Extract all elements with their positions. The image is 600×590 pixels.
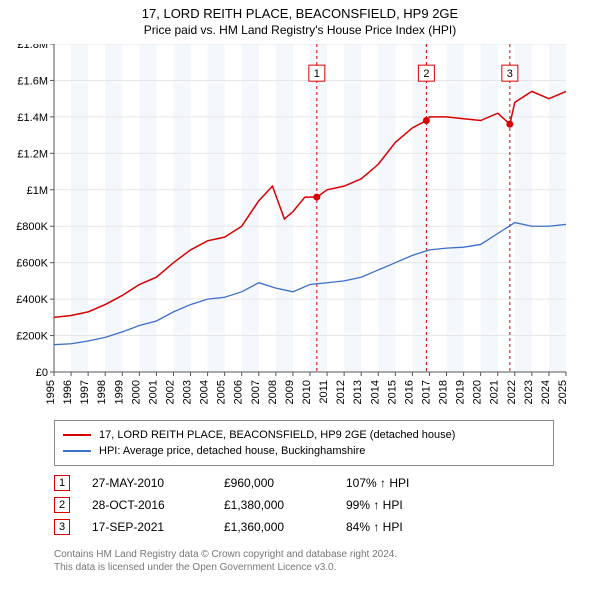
event-price-1: £960,000 <box>224 476 324 490</box>
svg-text:£1.6M: £1.6M <box>17 75 48 87</box>
svg-text:2014: 2014 <box>369 380 381 404</box>
event-price-2: £1,380,000 <box>224 498 324 512</box>
event-pct-1: 107% ↑ HPI <box>346 476 456 490</box>
legend: 17, LORD REITH PLACE, BEACONSFIELD, HP9 … <box>54 420 554 466</box>
svg-text:3: 3 <box>507 68 513 80</box>
svg-text:£1M: £1M <box>27 185 48 197</box>
svg-text:2012: 2012 <box>335 380 347 404</box>
events-table: 1 27-MAY-2010 £960,000 107% ↑ HPI 2 28-O… <box>54 472 554 538</box>
event-price-3: £1,360,000 <box>224 520 324 534</box>
svg-text:2000: 2000 <box>130 380 142 404</box>
legend-label-price-paid: 17, LORD REITH PLACE, BEACONSFIELD, HP9 … <box>99 429 455 441</box>
svg-text:2006: 2006 <box>233 380 245 404</box>
event-row-1: 1 27-MAY-2010 £960,000 107% ↑ HPI <box>54 472 554 494</box>
svg-text:2015: 2015 <box>386 380 398 404</box>
svg-text:2011: 2011 <box>318 380 330 404</box>
chart-area: £0 £200K £400K £600K £800K £1M £1.2M £1.4M £1.6M… <box>0 44 600 408</box>
svg-text:1996: 1996 <box>62 380 74 404</box>
footer-line-2: This data is licensed under the Open Gov… <box>54 561 554 574</box>
event-pct-3: 84% ↑ HPI <box>346 520 456 534</box>
footer-line-1: Contains HM Land Registry data © Crown c… <box>54 548 554 561</box>
event-marker-3: 3 <box>54 519 70 535</box>
svg-text:2025: 2025 <box>557 380 569 404</box>
svg-text:1: 1 <box>314 68 320 80</box>
svg-text:£0: £0 <box>36 367 48 379</box>
svg-text:2023: 2023 <box>523 380 535 404</box>
svg-text:£1.4M: £1.4M <box>17 112 48 124</box>
svg-text:2001: 2001 <box>147 380 159 404</box>
svg-text:2019: 2019 <box>455 380 467 404</box>
svg-text:2010: 2010 <box>301 380 313 404</box>
event-row-2: 2 28-OCT-2016 £1,380,000 99% ↑ HPI <box>54 494 554 516</box>
legend-label-hpi: HPI: Average price, detached house, Buck… <box>99 445 365 457</box>
svg-text:2018: 2018 <box>438 380 450 404</box>
svg-text:1997: 1997 <box>79 380 91 404</box>
event-date-3: 17-SEP-2021 <box>92 520 202 534</box>
legend-row-price-paid: 17, LORD REITH PLACE, BEACONSFIELD, HP9 … <box>63 427 545 443</box>
event-pct-2: 99% ↑ HPI <box>346 498 456 512</box>
svg-text:2016: 2016 <box>403 380 415 404</box>
svg-text:2004: 2004 <box>199 380 211 404</box>
svg-text:1995: 1995 <box>45 380 57 404</box>
svg-text:2003: 2003 <box>182 380 194 404</box>
svg-text:£800K: £800K <box>16 221 48 233</box>
event-marker-1: 1 <box>54 475 70 491</box>
footer: Contains HM Land Registry data © Crown c… <box>54 548 554 574</box>
event-row-3: 3 17-SEP-2021 £1,360,000 84% ↑ HPI <box>54 516 554 538</box>
svg-text:1998: 1998 <box>96 380 108 404</box>
svg-text:2017: 2017 <box>420 380 432 404</box>
page-title: 17, LORD REITH PLACE, BEACONSFIELD, HP9 … <box>0 0 600 21</box>
svg-text:2022: 2022 <box>506 380 518 404</box>
chart-svg: £0 £200K £400K £600K £800K £1M £1.2M £1.4M £1.6M… <box>0 44 600 408</box>
svg-text:£1.2M: £1.2M <box>17 148 48 160</box>
svg-text:£600K: £600K <box>16 258 48 270</box>
svg-text:2013: 2013 <box>352 380 364 404</box>
svg-text:£400K: £400K <box>16 294 48 306</box>
legend-swatch-hpi <box>63 450 91 452</box>
event-date-1: 27-MAY-2010 <box>92 476 202 490</box>
svg-text:2020: 2020 <box>472 380 484 404</box>
legend-row-hpi: HPI: Average price, detached house, Buck… <box>63 443 545 459</box>
event-date-2: 28-OCT-2016 <box>92 498 202 512</box>
svg-text:2009: 2009 <box>284 380 296 404</box>
svg-text:2005: 2005 <box>216 380 228 404</box>
svg-text:£200K: £200K <box>16 331 48 343</box>
event-marker-2: 2 <box>54 497 70 513</box>
svg-text:2008: 2008 <box>267 380 279 404</box>
svg-text:1999: 1999 <box>113 380 125 404</box>
svg-text:2024: 2024 <box>540 380 552 404</box>
page-subtitle: Price paid vs. HM Land Registry's House … <box>0 21 600 37</box>
svg-text:2021: 2021 <box>489 380 501 404</box>
svg-text:2007: 2007 <box>250 380 262 404</box>
svg-text:£1.8M: £1.8M <box>17 44 48 51</box>
svg-text:2002: 2002 <box>164 380 176 404</box>
legend-swatch-price-paid <box>63 434 91 436</box>
svg-text:2: 2 <box>423 68 429 80</box>
